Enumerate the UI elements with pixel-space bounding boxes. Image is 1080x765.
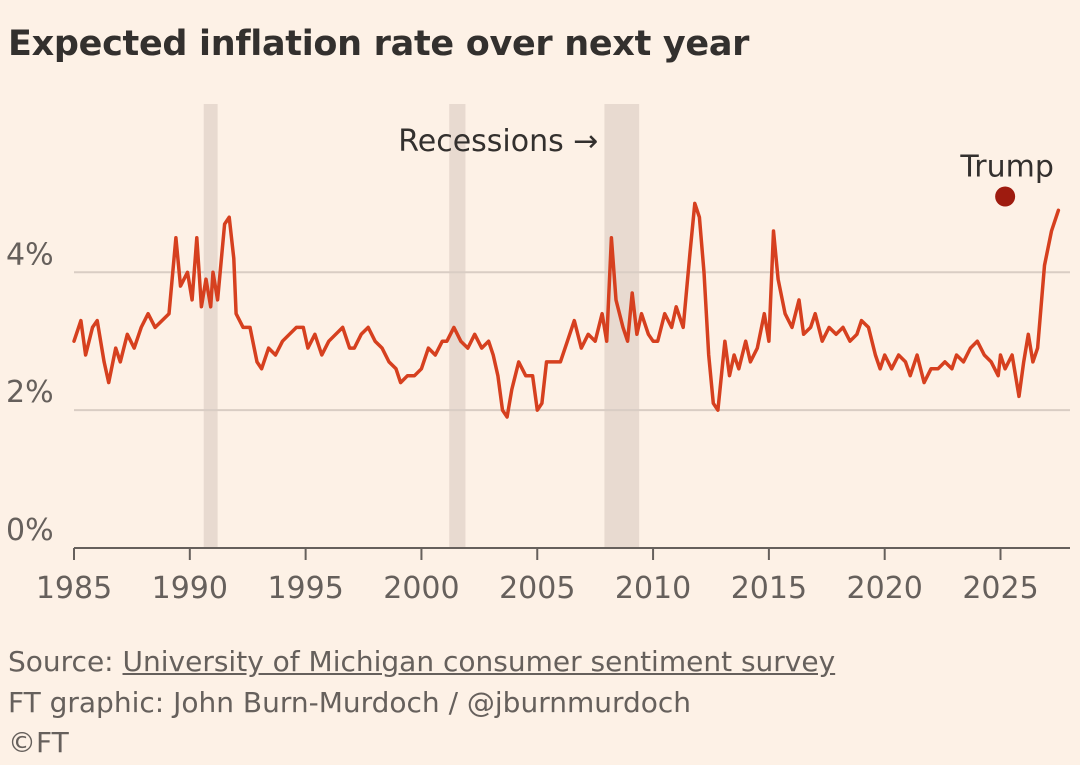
copyright: ©FT [8, 726, 69, 759]
recession-band-1 [449, 104, 466, 548]
x-tick-label-1990: 1990 [152, 571, 228, 606]
series-line-0 [72, 201, 1061, 419]
x-tick-label-2000: 2000 [383, 571, 459, 606]
graphic-credit: FT graphic: John Burn-Murdoch / @jburnmu… [8, 686, 692, 719]
source-prefix: Source: [8, 645, 123, 678]
recessions-annotation: Recessions → [398, 124, 598, 159]
x-tick-label-1995: 1995 [267, 571, 343, 606]
source-line: Source: University of Michigan consumer … [8, 645, 835, 678]
x-tick-label-2010: 2010 [615, 571, 691, 606]
trump-marker [995, 186, 1016, 207]
x-tick-label-2020: 2020 [847, 571, 923, 606]
chart-title: Expected inflation rate over next year [8, 24, 750, 64]
inflation-chart: 0% 2% 4% 1985 1990 1995 2000 2005 2010 2015 2020 20… [6, 104, 1070, 606]
trump-annotation: Trump [959, 149, 1054, 184]
recession-band-0 [203, 104, 218, 548]
y-tick-label-2: 2% [6, 375, 54, 410]
source-link[interactable]: University of Michigan consumer sentimen… [122, 645, 836, 678]
x-tick-label-2005: 2005 [499, 571, 575, 606]
x-tick-label-2025: 2025 [962, 571, 1038, 606]
x-tick-label-1985: 1985 [36, 571, 112, 606]
y-tick-label-4: 4% [6, 237, 54, 272]
y-tick-label-0: 0% [6, 513, 54, 548]
x-tick-label-2015: 2015 [731, 571, 807, 606]
